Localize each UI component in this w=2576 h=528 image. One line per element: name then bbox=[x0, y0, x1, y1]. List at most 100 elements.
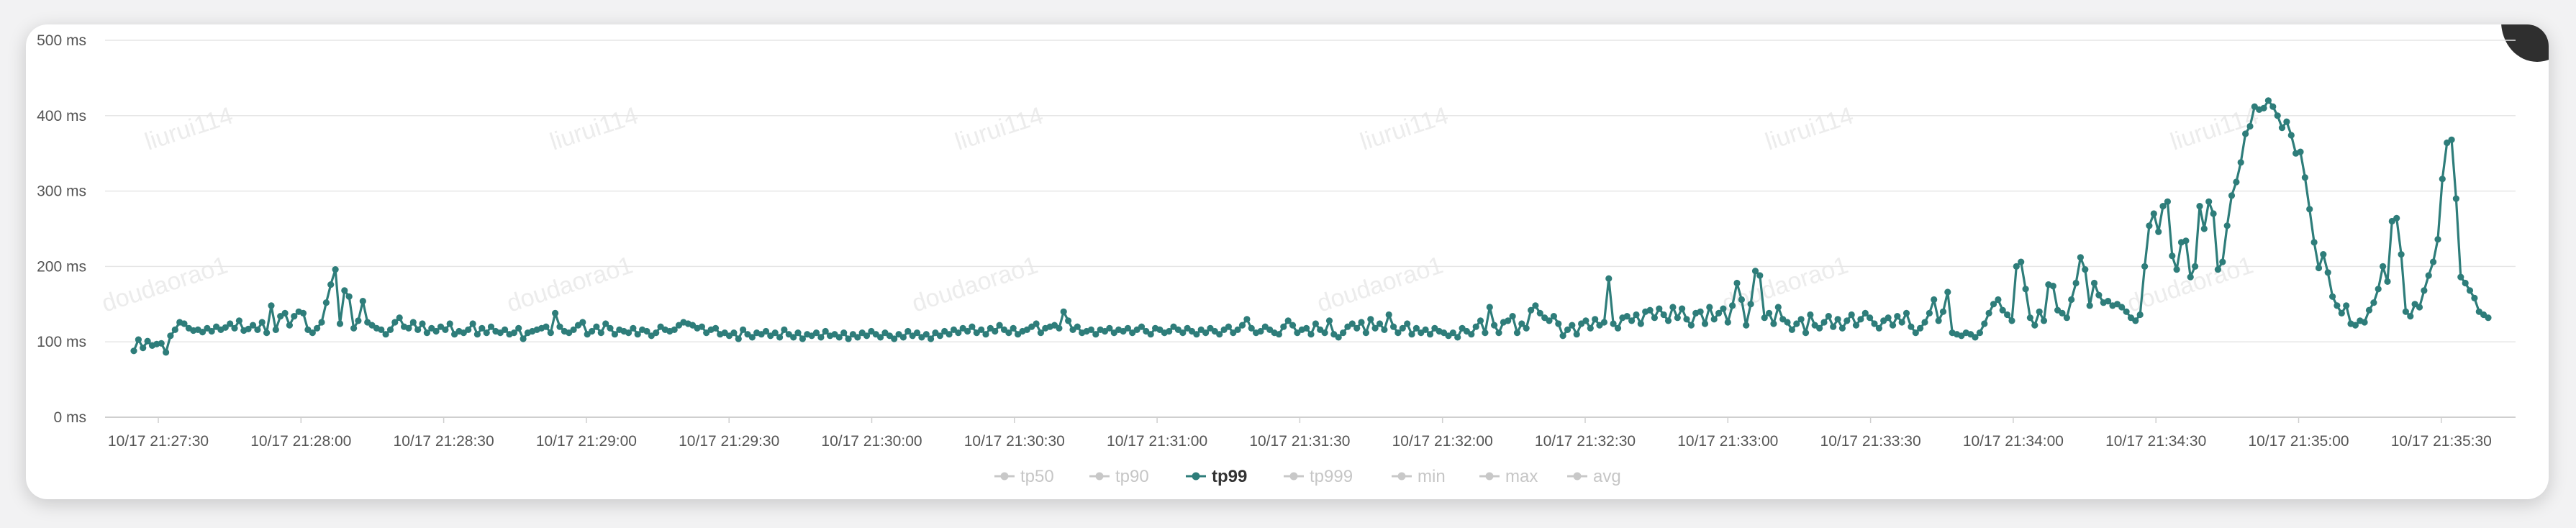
data-point bbox=[790, 334, 797, 341]
data-point bbox=[1848, 311, 1855, 319]
data-point bbox=[1802, 329, 1810, 337]
data-point bbox=[730, 329, 738, 337]
data-point bbox=[286, 322, 293, 329]
legend-item-max[interactable]: max bbox=[1479, 467, 1538, 486]
legend-item-tp99[interactable]: tp99 bbox=[1186, 467, 1247, 486]
data-point bbox=[2301, 174, 2308, 181]
data-point bbox=[1738, 296, 1745, 304]
data-point bbox=[1362, 329, 1369, 337]
data-point bbox=[254, 326, 261, 333]
data-point bbox=[2269, 103, 2277, 110]
legend-label: tp90 bbox=[1115, 467, 1149, 486]
data-point bbox=[1926, 309, 1933, 317]
data-point bbox=[845, 335, 852, 342]
legend-item-tp999[interactable]: tp999 bbox=[1284, 467, 1353, 486]
data-point bbox=[2169, 252, 2176, 260]
data-point bbox=[817, 334, 825, 341]
data-point bbox=[1656, 305, 1663, 312]
x-tick-label: 10/17 21:33:00 bbox=[1677, 433, 1778, 450]
legend-item-avg[interactable]: avg bbox=[1567, 467, 1621, 486]
data-point bbox=[2283, 118, 2290, 125]
data-point bbox=[158, 340, 165, 347]
data-point bbox=[2457, 273, 2464, 281]
data-point bbox=[547, 329, 554, 337]
data-point bbox=[479, 324, 486, 332]
data-point bbox=[1788, 326, 1795, 333]
data-point bbox=[469, 320, 476, 327]
data-point bbox=[2118, 304, 2126, 311]
data-point bbox=[913, 329, 921, 337]
data-point bbox=[1482, 329, 1489, 337]
data-point bbox=[2192, 263, 2199, 270]
data-point bbox=[1348, 320, 1356, 327]
data-point bbox=[2425, 272, 2432, 279]
data-point bbox=[2361, 319, 2368, 326]
data-point bbox=[1774, 304, 1782, 311]
data-point bbox=[748, 334, 756, 341]
legend-item-min[interactable]: min bbox=[1392, 467, 1446, 486]
data-point bbox=[1056, 324, 1063, 332]
data-point bbox=[1385, 311, 1392, 319]
data-point bbox=[992, 327, 999, 335]
data-point bbox=[1976, 329, 1983, 337]
data-point bbox=[1202, 329, 1210, 337]
x-tick-label: 10/17 21:32:30 bbox=[1535, 433, 1636, 450]
data-point bbox=[2223, 222, 2231, 229]
data-point bbox=[1999, 306, 2006, 314]
data-point bbox=[2082, 266, 2089, 273]
data-point bbox=[740, 326, 747, 333]
data-point bbox=[1381, 326, 1388, 333]
legend-label: max bbox=[1505, 467, 1538, 486]
x-tick-label: 10/17 21:29:30 bbox=[679, 433, 779, 450]
data-point bbox=[2228, 192, 2236, 199]
data-point bbox=[2407, 313, 2414, 320]
data-point bbox=[1010, 324, 1017, 332]
data-point bbox=[1491, 322, 1498, 329]
data-point bbox=[483, 329, 490, 337]
data-point bbox=[222, 324, 229, 331]
data-point bbox=[1335, 334, 1342, 341]
data-point bbox=[589, 327, 596, 335]
data-point bbox=[2200, 225, 2208, 232]
data-point bbox=[2421, 287, 2428, 294]
data-point bbox=[1756, 272, 1764, 279]
data-point bbox=[1797, 316, 1805, 323]
data-point bbox=[409, 319, 417, 326]
data-point bbox=[2150, 210, 2157, 217]
legend-label: tp999 bbox=[1310, 467, 1353, 486]
data-point bbox=[634, 331, 641, 338]
data-point bbox=[1371, 324, 1379, 332]
data-point bbox=[1867, 314, 1874, 322]
data-point bbox=[1559, 332, 1566, 340]
data-point bbox=[2196, 203, 2203, 210]
data-point bbox=[1908, 323, 1915, 330]
data-point bbox=[1074, 323, 1081, 330]
data-point bbox=[140, 345, 147, 352]
data-point bbox=[799, 335, 806, 342]
legend-marker bbox=[1397, 472, 1406, 481]
data-point bbox=[2343, 302, 2350, 309]
data-point bbox=[1674, 314, 1681, 322]
data-point bbox=[391, 319, 399, 326]
data-point bbox=[1477, 317, 1484, 324]
data-point bbox=[2013, 263, 2020, 270]
data-point bbox=[1610, 320, 1617, 327]
data-point bbox=[208, 327, 215, 335]
data-point bbox=[982, 331, 989, 338]
data-point bbox=[2105, 298, 2112, 305]
data-point bbox=[1697, 308, 1704, 315]
data-point bbox=[2462, 279, 2469, 287]
y-tick-label: 200 ms bbox=[37, 258, 86, 275]
data-point bbox=[1889, 322, 1897, 329]
legend-item-tp50[interactable]: tp50 bbox=[994, 467, 1054, 486]
data-point bbox=[2063, 314, 2070, 322]
data-point bbox=[1646, 306, 1654, 314]
data-point bbox=[1564, 326, 1572, 333]
x-tick-label: 10/17 21:34:00 bbox=[1963, 433, 2064, 450]
legend-item-tp90[interactable]: tp90 bbox=[1089, 467, 1149, 486]
data-point bbox=[762, 327, 770, 335]
data-point bbox=[1569, 322, 1576, 329]
data-point bbox=[1367, 316, 1374, 323]
data-point bbox=[863, 332, 871, 340]
data-point bbox=[1720, 305, 1727, 312]
